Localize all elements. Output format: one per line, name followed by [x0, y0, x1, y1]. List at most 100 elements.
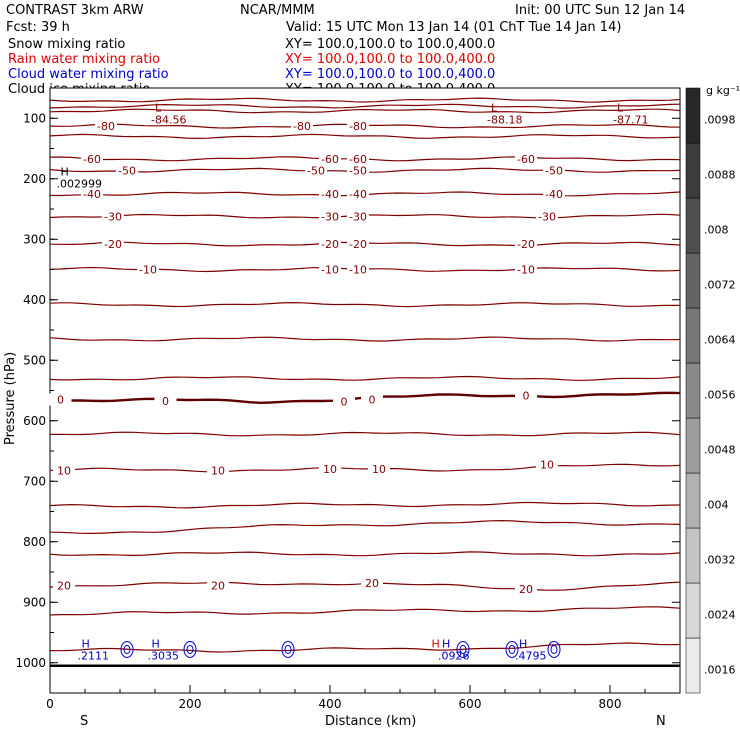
contour-label-background	[347, 164, 369, 177]
center-title: NCAR/MMM	[240, 3, 315, 18]
colorbar-label: .0088	[704, 169, 736, 182]
contour-label-background	[319, 263, 341, 276]
contour-label-background	[81, 187, 103, 200]
extremum-marker: L	[617, 101, 624, 114]
contour-label: -40	[83, 188, 101, 201]
x-tick-label: 600	[459, 697, 482, 711]
contour-label-background	[116, 164, 138, 177]
extremum-marker: H	[432, 637, 440, 650]
contour-label: -10	[517, 264, 535, 277]
contour-label: 10	[372, 463, 386, 476]
contour-label-background	[207, 464, 229, 477]
contour-label-background	[368, 463, 390, 476]
contour-label: 10	[323, 463, 337, 476]
temperature-contour	[49, 642, 681, 653]
contour-label: 0	[162, 395, 169, 408]
legend-field-xy: XY= 100.0,100.0 to 100.0,400.0	[285, 37, 495, 52]
colorbar-segment	[685, 472, 701, 529]
contour-label: 20	[365, 577, 379, 590]
y-tick-label: 700	[23, 474, 46, 488]
extremum-marker: H	[442, 637, 450, 650]
contour-label: -60	[321, 153, 339, 166]
contour-label-background	[102, 238, 124, 251]
cloud-water-contour	[456, 640, 470, 658]
contour-label: -50	[307, 164, 325, 177]
contour-label-background	[515, 582, 537, 595]
contour-label: 10	[540, 458, 554, 471]
temperature-contour	[49, 133, 681, 140]
contour-label-background	[515, 389, 537, 402]
contour-label: -60	[83, 153, 101, 166]
colorbar-segment	[685, 307, 701, 364]
x-endpoint-south: S	[80, 714, 88, 729]
temperature-contour	[49, 103, 681, 109]
contour-label: -30	[104, 210, 122, 223]
contour-label-background	[347, 238, 369, 251]
extremum-marker: H	[82, 637, 90, 650]
contour-label-background	[319, 152, 341, 165]
contour-label-background	[347, 187, 369, 200]
contour-label-background	[305, 164, 327, 177]
y-tick-label: 500	[23, 353, 46, 367]
x-endpoint-north: N	[656, 714, 666, 729]
contour-label-background	[515, 238, 537, 251]
colorbar-label: .0072	[704, 279, 736, 292]
colorbar-segment	[685, 637, 701, 694]
cloud-water-contour	[120, 640, 134, 658]
contour-label: -40	[545, 188, 563, 201]
contour-label-background	[543, 187, 565, 200]
contour-label-background	[536, 458, 558, 471]
contour-label-background	[319, 187, 341, 200]
contour-label-background	[319, 238, 341, 251]
colorbar-unit: g kg⁻¹	[706, 84, 740, 97]
contour-label-background	[137, 263, 159, 276]
contour-label-background	[347, 120, 369, 133]
y-tick-label: 300	[23, 232, 46, 246]
contour-label: -60	[517, 153, 535, 166]
contour-label-background	[347, 210, 369, 223]
cloud-water-contour	[459, 644, 467, 654]
forecast-hour: Fcst: 39 h	[6, 20, 70, 35]
contour-label-background	[361, 576, 383, 589]
colorbar: .0016 .0024 .0032 .004 .0048 .0056 .0064 .0072.…	[685, 87, 736, 694]
plot-frame	[49, 87, 681, 694]
extremum-value: -88.18	[487, 113, 522, 126]
colorbar-segment	[685, 252, 701, 309]
contour-label: -10	[321, 264, 339, 277]
contour-label: -10	[139, 264, 157, 277]
temperature-contour	[49, 551, 681, 557]
y-tick-label: 600	[23, 414, 46, 428]
extremum-value: -87.71	[613, 113, 648, 126]
contour-label: 10	[211, 464, 225, 477]
cloud-water-contour	[508, 644, 516, 654]
extremum-value: .002999	[57, 178, 103, 191]
contour-label-layer: -80 -80 -80-60 -60 -60 -60-50 -50 -50 -50-40 -40-…	[49, 120, 565, 596]
x-tick-label: 800	[599, 697, 622, 711]
cloud-water-contour	[281, 640, 295, 658]
temperature-contour	[49, 501, 681, 509]
extremum-marker: L	[491, 101, 498, 114]
contour-label: -80	[97, 120, 115, 133]
contour-label-background	[515, 152, 537, 165]
cloud-water-contour	[183, 640, 197, 658]
extremum-value: -84.56	[151, 113, 186, 126]
extremum-value: .0926	[438, 649, 470, 662]
contour-label: 0	[523, 389, 530, 402]
contour-label: 20	[519, 583, 533, 596]
contour-label-background	[291, 120, 313, 133]
cloud-water-layer	[50, 640, 680, 668]
y-tick-label: 1000	[15, 656, 46, 670]
temperature-contour	[49, 301, 681, 308]
extremum-marker: H	[152, 637, 160, 650]
contour-label-background	[333, 395, 355, 408]
cloud-water-contour	[123, 644, 131, 654]
extremum-marker: L	[155, 101, 162, 114]
model-title: CONTRAST 3km ARW	[6, 3, 144, 18]
y-tick-label: 900	[23, 595, 46, 609]
contour-label: -20	[517, 238, 535, 251]
extremum-marker: H	[519, 637, 527, 650]
contour-label-background	[49, 393, 72, 406]
contour-label-background	[515, 263, 537, 276]
colorbar-segment	[685, 197, 701, 254]
y-tick-label: 200	[23, 172, 46, 186]
